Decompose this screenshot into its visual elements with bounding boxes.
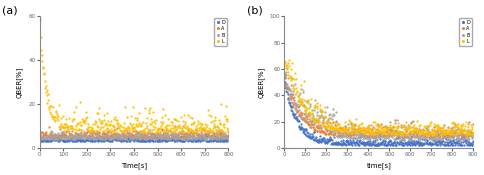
- D: [175, 140, 181, 142]
- L: [470, 134, 476, 136]
- A: [388, 133, 394, 135]
- Line: A: A: [39, 125, 229, 139]
- Y-axis label: QBER[%]: QBER[%]: [257, 66, 264, 98]
- Line: L: L: [284, 59, 474, 136]
- Line: B: B: [39, 125, 229, 140]
- L: [176, 132, 182, 134]
- A: [226, 134, 231, 136]
- D: [218, 132, 224, 134]
- L: [463, 133, 469, 135]
- Legend: D, A, B, L: D, A, B, L: [459, 18, 472, 46]
- B: [409, 139, 415, 141]
- B: [112, 136, 118, 138]
- B: [388, 128, 394, 130]
- A: [174, 135, 180, 137]
- Legend: D, A, B, L: D, A, B, L: [214, 18, 227, 46]
- D: [40, 140, 45, 142]
- L: [37, 18, 43, 20]
- A: [65, 137, 71, 139]
- Line: A: A: [284, 74, 474, 138]
- A: [418, 134, 424, 136]
- D: [99, 139, 105, 141]
- L: [388, 133, 394, 135]
- A: [461, 136, 467, 138]
- B: [174, 134, 180, 136]
- L: [156, 128, 162, 130]
- Text: (a): (a): [2, 6, 17, 16]
- L: [112, 116, 118, 118]
- L: [438, 134, 444, 136]
- D: [388, 143, 394, 145]
- B: [303, 100, 309, 102]
- B: [60, 130, 66, 132]
- A: [468, 131, 473, 133]
- D: [408, 144, 413, 146]
- D: [112, 138, 118, 140]
- D: [470, 140, 476, 142]
- X-axis label: time[s]: time[s]: [366, 163, 391, 169]
- Line: L: L: [39, 18, 229, 134]
- L: [174, 119, 180, 121]
- L: [37, 18, 43, 20]
- A: [313, 125, 319, 127]
- A: [172, 125, 178, 127]
- Y-axis label: QBER[%]: QBER[%]: [16, 66, 23, 98]
- A: [60, 133, 65, 135]
- A: [463, 134, 469, 136]
- L: [175, 126, 181, 128]
- D: [282, 81, 287, 83]
- B: [463, 134, 469, 136]
- B: [314, 114, 319, 116]
- A: [175, 134, 181, 136]
- D: [302, 128, 308, 130]
- L: [226, 129, 231, 131]
- B: [99, 138, 105, 140]
- L: [282, 61, 287, 63]
- A: [37, 137, 43, 139]
- B: [156, 134, 162, 136]
- A: [282, 74, 287, 76]
- D: [60, 139, 66, 141]
- D: [463, 139, 469, 141]
- L: [468, 124, 474, 126]
- L: [99, 120, 105, 122]
- D: [419, 138, 424, 140]
- Line: D: D: [39, 132, 229, 142]
- L: [286, 59, 292, 61]
- D: [156, 140, 162, 142]
- B: [282, 73, 287, 75]
- D: [468, 143, 473, 145]
- B: [226, 138, 231, 140]
- D: [37, 136, 43, 138]
- L: [419, 132, 424, 134]
- B: [50, 138, 56, 140]
- Text: (b): (b): [247, 6, 262, 16]
- A: [156, 135, 162, 137]
- B: [180, 125, 186, 127]
- D: [174, 138, 180, 140]
- D: [313, 136, 319, 138]
- A: [302, 115, 308, 117]
- D: [226, 138, 231, 140]
- Line: B: B: [284, 68, 474, 141]
- B: [419, 134, 425, 136]
- L: [314, 102, 319, 104]
- B: [284, 67, 289, 69]
- L: [303, 107, 309, 109]
- B: [468, 135, 474, 137]
- Line: D: D: [284, 81, 474, 146]
- B: [470, 133, 476, 135]
- B: [175, 138, 181, 140]
- A: [470, 133, 476, 135]
- B: [37, 138, 43, 140]
- A: [112, 136, 118, 138]
- A: [99, 136, 105, 138]
- X-axis label: Time[s]: Time[s]: [121, 163, 147, 169]
- L: [60, 115, 66, 117]
